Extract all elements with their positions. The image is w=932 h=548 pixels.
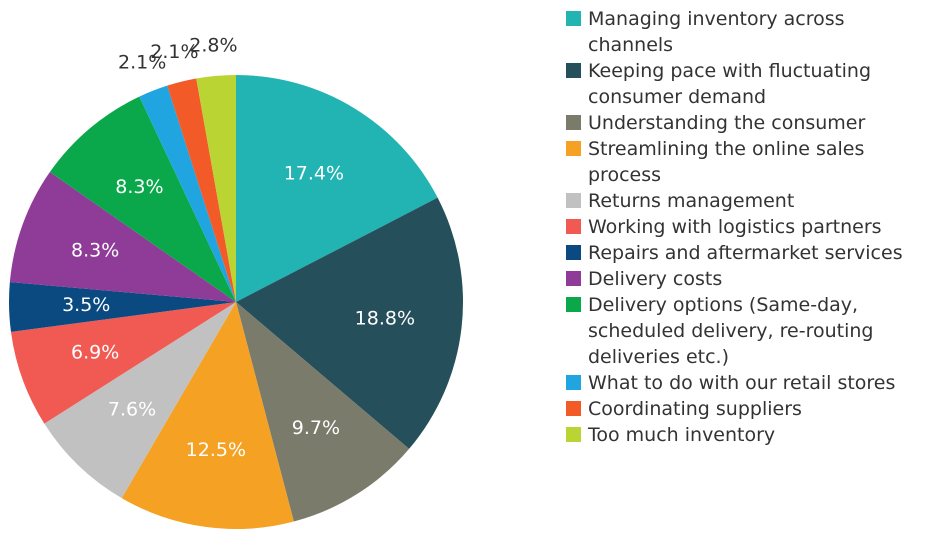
legend-item: Too much inventory	[566, 422, 928, 448]
pie-chart: 17.4% 18.8% 9.7% 12.5% 7.6% 6.9% 3.5% 8.3% 8.3% 2…	[8, 34, 463, 529]
legend-swatch	[566, 11, 581, 26]
legend-label: Too much inventory	[588, 424, 776, 446]
pie-slice	[167, 78, 236, 302]
data-label: 7.6%	[108, 398, 156, 420]
legend-item: Repairs and aftermarket services	[566, 240, 928, 266]
legend-swatch	[566, 297, 581, 312]
pie-slice	[236, 75, 438, 302]
legend-item: Returns management	[566, 188, 928, 214]
legend-swatch	[566, 63, 581, 78]
legend-swatch	[566, 245, 581, 260]
pie-slice	[121, 302, 294, 529]
legend-item: Keeping pace with fluctuating consumer d…	[566, 58, 928, 110]
pie-slice	[8, 282, 236, 332]
data-label: 8.3%	[71, 239, 119, 261]
legend-swatch	[566, 375, 581, 390]
legend-item: Working with logistics partners	[566, 214, 928, 240]
legend: Managing inventory across channels Keepin…	[566, 6, 928, 448]
legend-swatch	[566, 193, 581, 208]
legend-item: Managing inventory across channels	[566, 6, 928, 58]
pie-slice	[49, 96, 236, 303]
data-label: 3.5%	[62, 294, 110, 316]
legend-label: Keeping pace with fluctuating consumer d…	[588, 60, 872, 108]
legend-label: Managing inventory across channels	[588, 8, 845, 56]
legend-item: Streamlining the online sales process	[566, 136, 928, 188]
data-label: 17.4%	[284, 163, 344, 185]
data-label: 2.8%	[189, 34, 237, 56]
pie-slice	[9, 172, 236, 302]
legend-label: Working with logistics partners	[588, 216, 882, 238]
data-label: 18.8%	[355, 307, 415, 329]
legend-swatch	[566, 141, 581, 156]
legend-label: Repairs and aftermarket services	[588, 242, 903, 264]
data-label: 6.9%	[71, 342, 119, 364]
pie-slice	[44, 302, 237, 499]
legend-item: What to do with our retail stores	[566, 370, 928, 396]
legend-item: Understanding the consumer	[566, 110, 928, 136]
pie-slice	[236, 302, 410, 522]
data-label: 9.7%	[292, 417, 340, 439]
legend-item: Delivery options (Same-day, scheduled de…	[566, 292, 928, 370]
legend-item: Delivery costs	[566, 266, 928, 292]
data-label: 2.1%	[150, 41, 198, 63]
pie-slice	[196, 75, 236, 302]
legend-swatch	[566, 427, 581, 442]
legend-swatch	[566, 115, 581, 130]
pie-slice	[236, 197, 463, 449]
data-label: 8.3%	[115, 176, 163, 198]
legend-label: Coordinating suppliers	[588, 398, 802, 420]
legend-swatch	[566, 219, 581, 234]
legend-label: What to do with our retail stores	[588, 372, 896, 394]
legend-label: Delivery options (Same-day, scheduled de…	[588, 294, 874, 368]
legend-label: Returns management	[588, 190, 795, 212]
legend-swatch	[566, 401, 581, 416]
legend-item: Coordinating suppliers	[566, 396, 928, 422]
data-label: 2.1%	[118, 51, 166, 73]
pie-slice	[10, 302, 236, 424]
legend-label: Delivery costs	[588, 268, 723, 290]
legend-label: Understanding the consumer	[588, 112, 866, 134]
pie-slice	[139, 85, 236, 302]
legend-label: Streamlining the online sales process	[588, 138, 865, 186]
legend-swatch	[566, 271, 581, 286]
data-label: 12.5%	[186, 439, 246, 461]
